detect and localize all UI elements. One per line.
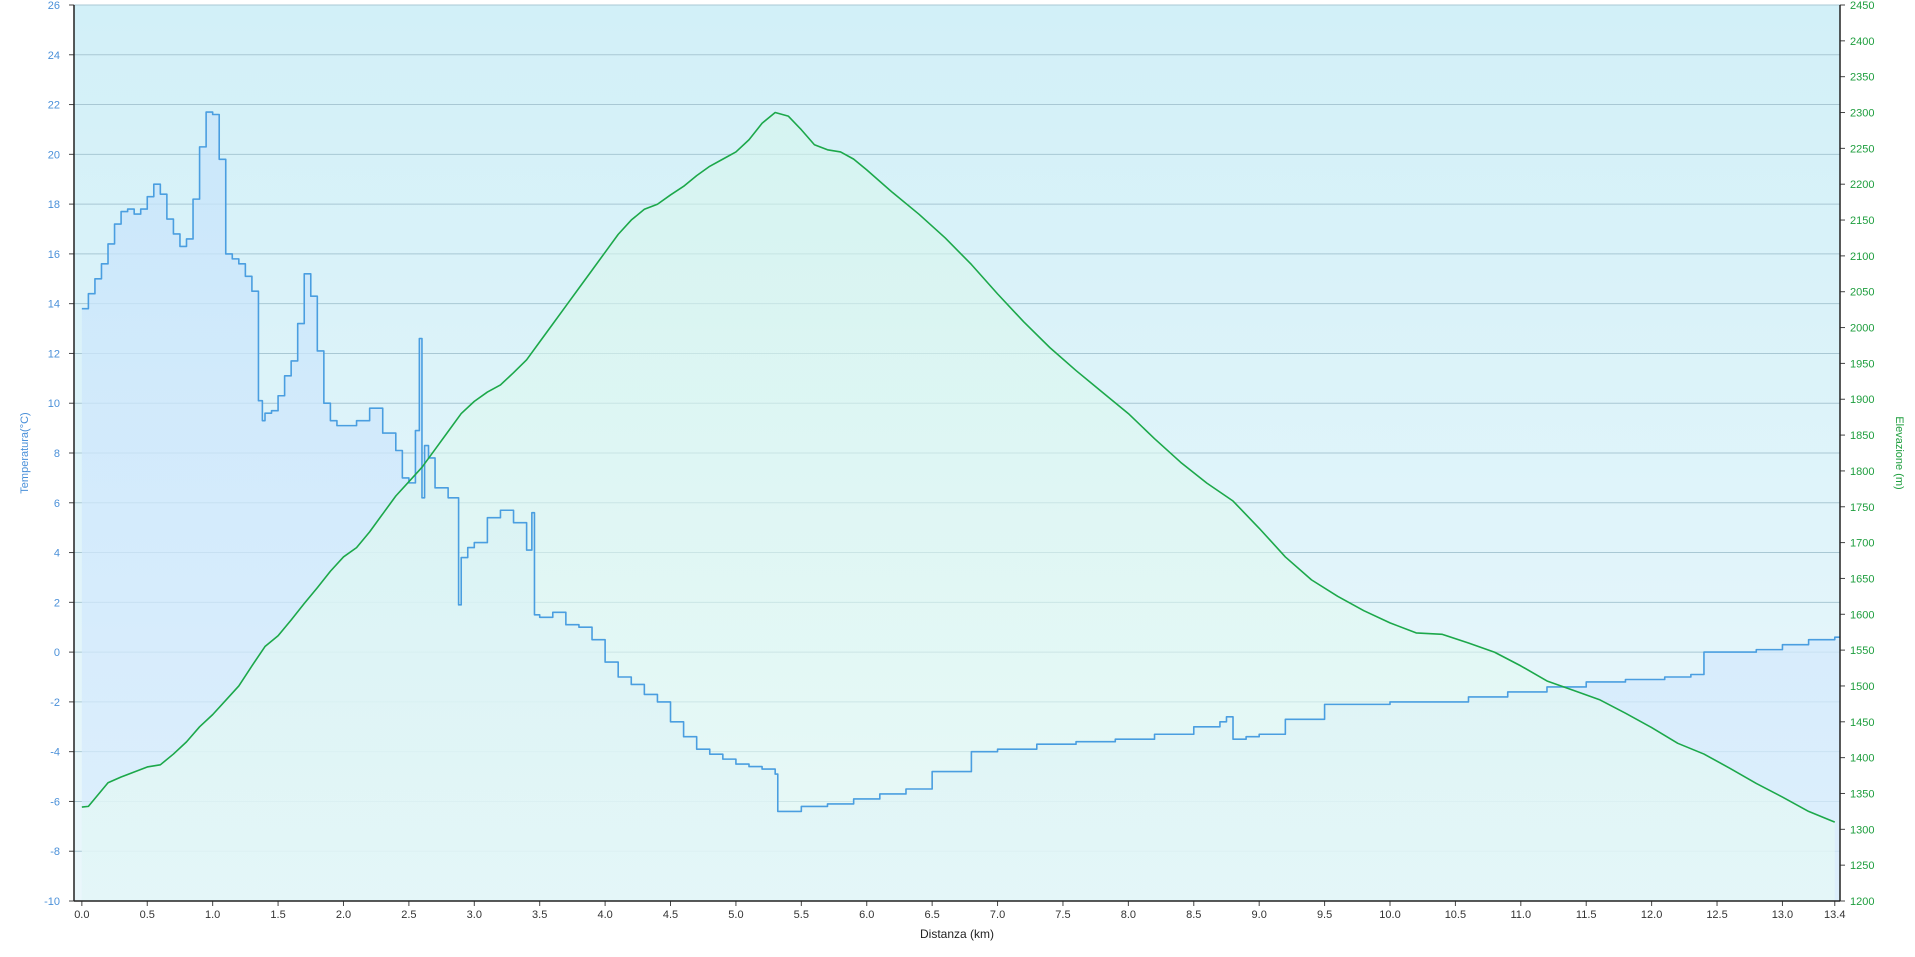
x-tick-label: 12.0	[1641, 909, 1662, 921]
y-left-tick-label: 18	[48, 199, 60, 211]
y-left-tick-label: 12	[48, 348, 60, 360]
x-tick-label: 5.5	[794, 909, 809, 921]
x-tick-label: 6.5	[924, 909, 939, 921]
x-tick-label: 9.5	[1317, 909, 1332, 921]
y-left-tick-label: -4	[50, 747, 60, 759]
x-tick-label: 11.5	[1576, 909, 1597, 921]
elevation-area	[81, 112, 1835, 901]
x-tick-label: 2.0	[336, 909, 351, 921]
y-left-tick-label: 4	[54, 548, 60, 560]
y-right-tick-label: 1850	[1850, 430, 1874, 442]
y-right-tick-label: 1400	[1850, 753, 1874, 765]
y-right-tick-label: 1550	[1850, 645, 1874, 657]
y-left-tick-label: 14	[48, 299, 60, 311]
x-tick-label: 8.5	[1186, 909, 1201, 921]
y-axis-left-label: Temperatura(°C)	[19, 412, 31, 493]
y-right-tick-label: 1650	[1850, 573, 1874, 585]
y-right-tick-label: 2050	[1850, 287, 1874, 299]
series-areas	[81, 111, 1841, 902]
x-tick-label: 1.5	[270, 909, 285, 921]
y-left-tick-label: -6	[50, 796, 60, 808]
y-right-tick-label: 1800	[1850, 466, 1874, 478]
x-tick-label: 6.0	[859, 909, 874, 921]
y-right-tick-label: 2100	[1850, 251, 1874, 263]
y-left-tick-label: 2	[54, 597, 60, 609]
y-left-tick-label: -2	[50, 697, 60, 709]
y-left-tick-label: 10	[48, 398, 60, 410]
y-right-tick-label: 2450	[1850, 0, 1874, 12]
y-right-tick-label: 1450	[1850, 717, 1874, 729]
x-tick-label: 4.0	[597, 909, 612, 921]
x-tick-label: 2.5	[401, 909, 416, 921]
y-right-tick-label: 1750	[1850, 502, 1874, 514]
y-left-tick-label: 0	[54, 647, 60, 659]
x-tick-label: 5.0	[728, 909, 743, 921]
y-right-tick-label: 1900	[1850, 394, 1874, 406]
x-tick-label: 8.0	[1121, 909, 1136, 921]
y-left-tick-label: 8	[54, 448, 60, 460]
y-left-tick-label: 26	[48, 0, 60, 12]
y-right-tick-label: 2350	[1850, 72, 1874, 84]
y-right-tick-label: 2000	[1850, 323, 1874, 335]
x-axis-label: Distanza (km)	[920, 927, 994, 941]
x-tick-label: 9.0	[1252, 909, 1267, 921]
y-right-tick-label: 1300	[1850, 824, 1874, 836]
x-tick-label: 0.5	[140, 909, 155, 921]
x-tick-label: 12.5	[1706, 909, 1727, 921]
x-tick-label: 13.4	[1824, 909, 1845, 921]
y-right-tick-label: 2300	[1850, 108, 1874, 120]
elevation-line	[81, 111, 1836, 823]
y-left-tick-label: 6	[54, 498, 60, 510]
x-tick-label: 7.0	[990, 909, 1005, 921]
y-right-tick-label: 2200	[1850, 179, 1874, 191]
temperature-line	[81, 111, 1840, 813]
y-right-tick-label: 1700	[1850, 538, 1874, 550]
y-left-tick-label: 16	[48, 249, 60, 261]
y-left-tick-label: 20	[48, 149, 60, 161]
x-tick-label: 13.0	[1772, 909, 1793, 921]
tick-labels: -10-8-6-4-202468101214161820222426120012…	[44, 0, 1874, 921]
y-right-tick-label: 1950	[1850, 358, 1874, 370]
y-left-tick-label: -8	[50, 846, 60, 858]
x-tick-label: 4.5	[663, 909, 678, 921]
axes	[69, 4, 1845, 906]
x-tick-label: 11.0	[1511, 909, 1532, 921]
x-tick-label: 10.0	[1379, 909, 1400, 921]
y-right-tick-label: 1350	[1850, 788, 1874, 800]
y-right-tick-label: 1500	[1850, 681, 1874, 693]
y-right-tick-label: 2150	[1850, 215, 1874, 227]
y-left-tick-label: -10	[44, 896, 60, 908]
x-tick-label: 10.5	[1445, 909, 1466, 921]
x-tick-label: 7.5	[1055, 909, 1070, 921]
y-axis-right-label: Elevazione (m)	[1893, 416, 1905, 489]
y-right-tick-label: 1200	[1850, 896, 1874, 908]
y-left-tick-label: 22	[48, 100, 60, 112]
x-tick-label: 3.5	[532, 909, 547, 921]
y-right-tick-label: 2400	[1850, 36, 1874, 48]
x-tick-label: 0.0	[74, 909, 89, 921]
y-left-tick-label: 24	[48, 50, 60, 62]
y-right-tick-label: 1600	[1850, 609, 1874, 621]
x-tick-label: 1.0	[205, 909, 220, 921]
y-right-tick-label: 1250	[1850, 860, 1874, 872]
x-tick-label: 3.0	[467, 909, 482, 921]
y-right-tick-label: 2250	[1850, 143, 1874, 155]
